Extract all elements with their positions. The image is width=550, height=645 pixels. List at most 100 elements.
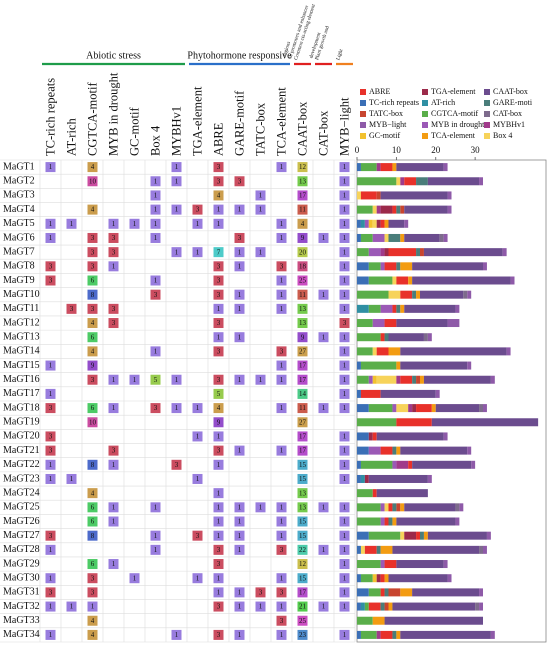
cell — [45, 587, 56, 598]
cell-value: 3 — [49, 588, 53, 596]
cell — [87, 615, 98, 626]
cell — [213, 162, 224, 173]
column-header: CAT-box — [316, 110, 330, 156]
cell-value: 27 — [299, 347, 307, 355]
cell-value: 1 — [175, 376, 179, 384]
bar-segment — [360, 389, 381, 398]
bar-segment — [368, 304, 381, 313]
cell — [255, 190, 266, 201]
cell-value: 15 — [299, 518, 307, 526]
cell — [87, 162, 98, 173]
cell — [66, 303, 77, 314]
cell-value: 25 — [299, 617, 307, 625]
cell-value: 1 — [259, 376, 263, 384]
bar-segment — [388, 290, 401, 299]
cell-value: 1 — [49, 475, 53, 483]
cell — [297, 261, 308, 272]
bar-segment — [396, 630, 401, 639]
legend-label: MYBHv1 — [493, 120, 525, 129]
cell — [297, 190, 308, 201]
bar-segment — [431, 418, 539, 427]
cell — [192, 403, 203, 414]
row-label: MaGT4 — [3, 204, 35, 215]
group-label: Abiotic stress — [86, 50, 141, 61]
column-header: GARE-motif — [232, 90, 246, 156]
bar-segment — [357, 616, 373, 625]
cell — [150, 502, 161, 513]
cell — [45, 218, 56, 229]
x-tick-label: 10 — [392, 145, 402, 155]
bar-segment — [357, 347, 373, 356]
cell — [192, 473, 203, 484]
cell-value: 3 — [49, 532, 53, 540]
cell — [276, 516, 287, 527]
legend-swatch — [484, 133, 490, 139]
cell — [150, 204, 161, 215]
cell — [339, 318, 350, 329]
cell — [87, 247, 98, 258]
bar-segment — [427, 333, 432, 342]
cell-value: 1 — [343, 277, 347, 285]
bar-segment — [420, 290, 464, 299]
bar-segment — [400, 630, 491, 639]
cell-value: 1 — [343, 546, 347, 554]
row-label: MaGT3 — [3, 190, 35, 201]
cell — [339, 403, 350, 414]
bar-segment — [360, 191, 377, 200]
cell-value: 17 — [299, 362, 307, 370]
cell-value: 3 — [91, 574, 95, 582]
cell-value: 3 — [238, 234, 242, 242]
cell — [297, 403, 308, 414]
cell — [297, 488, 308, 499]
cell-value: 1 — [280, 532, 284, 540]
cell-value: 13 — [299, 177, 307, 185]
cell — [108, 318, 119, 329]
bar-segment — [380, 630, 393, 639]
bar-segment — [364, 219, 369, 228]
cell-value: 1 — [238, 333, 242, 341]
cell-value: 1 — [238, 631, 242, 639]
cell-value: 1 — [217, 220, 221, 228]
bar-segment — [388, 248, 417, 257]
bar-segment — [396, 262, 401, 271]
bar-segment — [357, 262, 369, 271]
bar-segment — [420, 248, 424, 257]
cell — [87, 417, 98, 428]
cell — [234, 445, 245, 456]
cell-value: 1 — [196, 433, 200, 441]
bar-segment — [360, 545, 365, 554]
cell-value: 1 — [49, 631, 53, 639]
legend-label: GC-motif — [369, 131, 400, 140]
cell — [213, 417, 224, 428]
bar-segment — [427, 531, 487, 540]
cell-value: 9 — [301, 333, 305, 341]
bar-segment — [392, 602, 476, 611]
cell-value: 15 — [299, 532, 307, 540]
cell-value: 1 — [196, 220, 200, 228]
bar-segment — [357, 361, 361, 370]
bar-segment — [357, 574, 361, 583]
cell-value: 3 — [238, 177, 242, 185]
cell — [171, 162, 182, 173]
bar-segment — [384, 333, 389, 342]
bar-segment — [396, 319, 448, 328]
cell — [192, 218, 203, 229]
cell — [129, 374, 140, 385]
bar-segment — [423, 531, 428, 540]
cell-value: 3 — [217, 177, 221, 185]
cell-value: 3 — [280, 262, 284, 270]
legend-swatch — [422, 133, 428, 139]
cell — [213, 431, 224, 442]
cell-value: 1 — [280, 603, 284, 611]
cell — [213, 629, 224, 640]
bar-segment — [420, 531, 424, 540]
cell — [339, 204, 350, 215]
row-label: MaGT17 — [3, 388, 40, 399]
cell — [276, 374, 287, 385]
cell — [87, 360, 98, 371]
bar-segment — [384, 602, 389, 611]
cell-value: 3 — [217, 319, 221, 327]
bar-segment — [404, 219, 409, 228]
bar-segment — [384, 588, 389, 597]
